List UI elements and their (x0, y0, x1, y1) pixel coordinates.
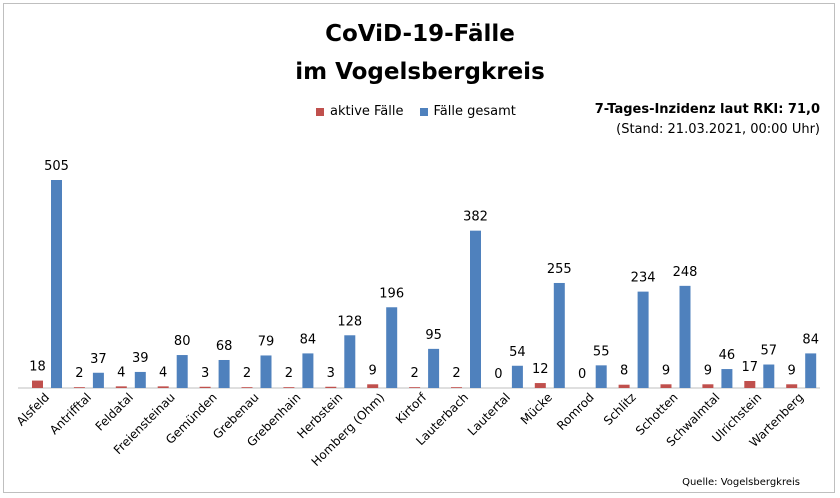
bar-total-9 (428, 348, 440, 388)
chart-title-line-1: CoViD-19-Fälle (325, 21, 515, 47)
bar-active-18 (786, 384, 798, 388)
bar-total-1 (92, 372, 104, 388)
label-active-17: 17 (742, 360, 759, 375)
source-note: Quelle: Vogelsbergkreis (682, 477, 800, 488)
bar-active-1 (73, 387, 85, 388)
bar-total-8 (386, 307, 398, 388)
label-total-13: 55 (593, 344, 610, 359)
bar-active-12 (534, 383, 546, 388)
label-total-11: 54 (509, 345, 526, 360)
label-total-14: 234 (631, 271, 656, 286)
bar-total-6 (302, 353, 314, 388)
bar-total-10 (470, 230, 481, 388)
x-tick-label-8: Homberg (Ohm) (309, 390, 388, 469)
label-active-3: 4 (159, 365, 167, 380)
bar-total-0 (51, 180, 62, 388)
x-tick-label-14: Schlitz (601, 390, 639, 428)
label-total-5: 79 (258, 334, 275, 349)
label-active-6: 2 (285, 366, 293, 381)
bar-active-5 (241, 387, 253, 388)
legend-label-active: aktive Fälle (330, 104, 404, 119)
inzidenz-box: 7-Tages-Inzidenz laut RKI: 71,0 (Stand: … (595, 100, 820, 140)
bar-active-6 (283, 387, 295, 388)
label-total-6: 84 (300, 332, 317, 347)
bar-active-14 (618, 384, 630, 388)
label-total-9: 95 (425, 328, 442, 343)
label-total-1: 37 (90, 352, 107, 367)
inzidenz-value: 7-Tages-Inzidenz laut RKI: 71,0 (594, 102, 820, 117)
bar-total-4 (218, 359, 230, 388)
bar-active-3 (157, 386, 169, 388)
legend-swatch-total (419, 107, 428, 116)
bar-total-14 (637, 291, 649, 388)
label-active-8: 9 (369, 363, 377, 378)
bar-total-2 (134, 371, 146, 388)
inzidenz-date: (Stand: 21.03.2021, 00:00 Uhr) (616, 122, 820, 137)
label-total-10: 382 (463, 210, 488, 225)
label-active-10: 2 (452, 366, 460, 381)
x-tick-label-9: Kirtorf (393, 390, 430, 427)
x-tick-label-11: Lautertal (465, 390, 513, 438)
label-active-5: 2 (243, 366, 251, 381)
bar-total-11 (511, 365, 523, 388)
bar-active-10 (451, 387, 462, 388)
label-total-0: 505 (44, 159, 69, 174)
label-active-9: 2 (410, 366, 418, 381)
label-active-16: 9 (704, 363, 712, 378)
bar-active-15 (660, 384, 672, 388)
bar-total-13 (595, 365, 607, 388)
label-active-1: 2 (75, 366, 83, 381)
label-active-0: 18 (29, 360, 46, 375)
label-active-7: 3 (327, 366, 335, 381)
bar-total-5 (260, 355, 272, 388)
label-active-2: 4 (117, 365, 125, 380)
label-active-12: 12 (532, 362, 549, 377)
x-tick-label-12: Mücke (518, 390, 555, 427)
label-total-7: 128 (337, 314, 362, 329)
bar-active-4 (199, 386, 211, 388)
bar-total-15 (679, 285, 691, 388)
label-total-17: 57 (761, 344, 778, 359)
x-tick-label-13: Romrod (554, 390, 597, 433)
x-tick-label-0: Alsfeld (14, 390, 52, 428)
label-total-12: 255 (547, 262, 572, 277)
label-active-14: 8 (620, 364, 628, 379)
label-total-2: 39 (132, 351, 149, 366)
bar-total-16 (721, 369, 733, 388)
x-tick-label-2: Feldatal (93, 390, 136, 433)
label-active-4: 3 (201, 366, 209, 381)
bar-total-3 (176, 355, 188, 388)
label-active-15: 9 (662, 363, 670, 378)
bar-active-8 (367, 384, 379, 388)
label-total-8: 196 (379, 286, 404, 301)
bar-active-9 (409, 387, 421, 388)
bar-total-7 (344, 335, 356, 388)
label-total-18: 84 (802, 332, 819, 347)
label-active-18: 9 (788, 363, 796, 378)
bar-active-2 (115, 386, 127, 388)
bar-total-17 (763, 364, 775, 388)
chart-frame (3, 3, 835, 493)
legend-label-total: Fälle gesamt (433, 104, 516, 119)
bar-total-18 (805, 353, 817, 388)
label-total-4: 68 (216, 339, 233, 354)
label-total-16: 46 (719, 348, 736, 363)
legend: aktive Fälle Fälle gesamt (316, 104, 532, 119)
label-active-13: 0 (578, 367, 586, 382)
bar-active-7 (325, 386, 337, 388)
bar-total-12 (553, 282, 565, 388)
label-active-11: 0 (494, 367, 502, 382)
legend-item-active: aktive Fälle (316, 104, 404, 119)
label-total-3: 80 (174, 334, 191, 349)
label-total-15: 248 (673, 265, 698, 280)
legend-item-total: Fälle gesamt (419, 104, 516, 119)
x-tick-label-1: Antrifftal (47, 390, 94, 437)
bar-active-17 (744, 380, 756, 388)
bar-active-16 (702, 384, 714, 388)
chart-title-line-2: im Vogelsbergkreis (295, 59, 545, 85)
bar-active-0 (32, 380, 43, 388)
legend-swatch-active (316, 107, 324, 116)
